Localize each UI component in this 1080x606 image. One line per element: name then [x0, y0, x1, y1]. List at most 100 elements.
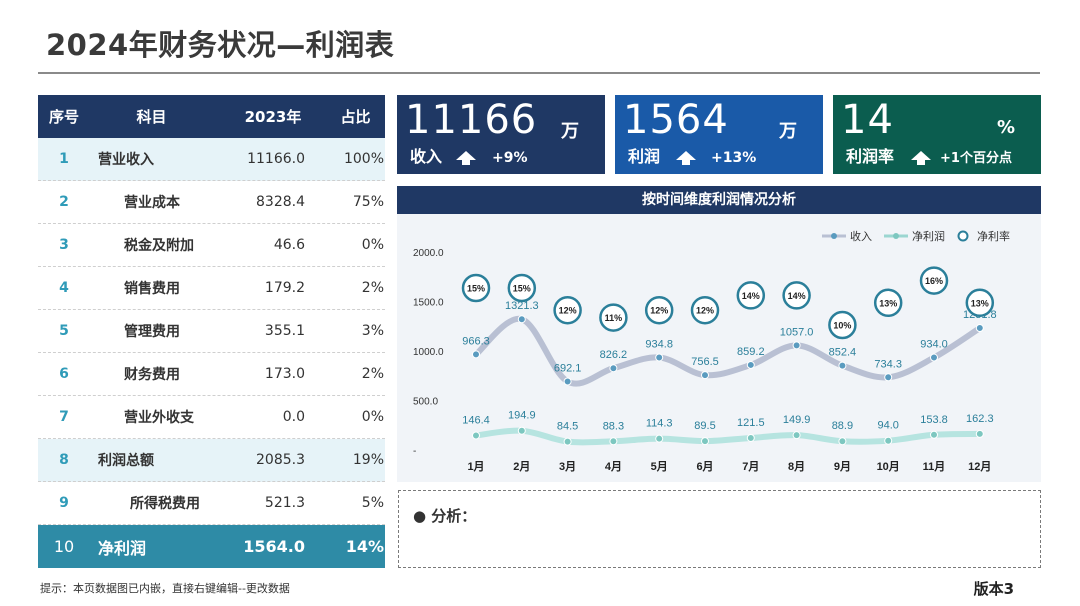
revenue-point [975, 324, 984, 333]
revenue-series-line [473, 316, 983, 387]
kpi-profit-label: 利润 [628, 147, 661, 166]
row-no: 7 [59, 409, 69, 425]
kpi-profit-value: 1564 [623, 97, 729, 143]
net-margin-data-label: 15% [513, 284, 531, 294]
net-profit-point [884, 436, 893, 445]
net-margin-point [507, 273, 537, 303]
row-value: 521.3 [264, 495, 305, 511]
row-pct: 3% [361, 323, 384, 339]
net-profit-data-label: 146.4 [462, 415, 490, 427]
x-tick-label: 8月 [788, 460, 805, 473]
kpi-margin-card: 14 % 利润率 +1个百分点 [833, 95, 1041, 174]
x-tick-label: 3月 [559, 460, 576, 473]
table-row: 8 利润总额 2085.3 19% [38, 439, 385, 482]
kpi-profit-unit: 万 [779, 121, 797, 142]
x-tick-label: 9月 [834, 460, 851, 473]
arrow-up-icon [911, 151, 931, 165]
revenue-data-label: 966.3 [462, 335, 490, 347]
row-item: 管理费用 [124, 324, 180, 340]
row-no: 6 [59, 366, 69, 382]
net-profit-data-label: 162.3 [966, 413, 994, 425]
table-row: 7 营业外收支 0.0 0% [38, 396, 385, 439]
row-value: 11166.0 [247, 151, 305, 167]
row-item: 营业收入 [98, 152, 154, 168]
net-margin-data-label: 14% [788, 291, 806, 301]
arrow-up-icon [456, 151, 476, 165]
net-margin-point [690, 295, 720, 325]
net-profit-data-label: 84.5 [557, 421, 578, 433]
table-body: 1 营业收入 11166.0 100% 2 营业成本 8328.4 75% 3 税金及附加 46.6… [38, 138, 385, 568]
row-pct: 5% [361, 495, 384, 511]
table-header: 序号 科目 2023年 占比 [38, 95, 385, 138]
kpi-margin-unit: % [996, 117, 1015, 138]
net-margin-point [828, 310, 857, 340]
analysis-label: ● 分析： [413, 507, 477, 525]
title-divider [38, 72, 1040, 74]
revenue-data-label: 934.8 [645, 338, 673, 350]
row-item: 销售费用 [124, 281, 180, 297]
page-title: 2024年财务状况—利润表 [46, 28, 395, 62]
net-margin-data-label: 16% [925, 276, 943, 286]
kpi-margin-label: 利润率 [846, 147, 895, 166]
row-value: 173.0 [264, 366, 305, 382]
row-item: 财务费用 [124, 367, 180, 383]
net-profit-data-label: 153.8 [920, 414, 948, 426]
net-profit-data-label: 94.0 [877, 420, 898, 432]
row-value: 2085.3 [256, 452, 305, 468]
revenue-point [838, 361, 847, 370]
table-row: 4 销售费用 179.2 2% [38, 267, 385, 310]
row-value: 1564.0 [243, 537, 305, 556]
row-no: 9 [59, 495, 69, 511]
net-margin-data-label: 14% [742, 291, 760, 301]
revenue-point [701, 371, 709, 380]
net-profit-point [655, 434, 664, 443]
kpi-revenue-value: 11166 [405, 97, 538, 143]
row-no: 4 [59, 280, 69, 296]
row-pct: 14% [345, 537, 384, 556]
row-pct: 0% [361, 409, 384, 425]
net-margin-point [644, 295, 674, 325]
revenue-point [746, 360, 755, 369]
legend-net-margin-label: 净利率 [977, 229, 1010, 243]
row-item: 所得税费用 [130, 496, 200, 512]
kpi-margin-value: 14 [841, 97, 894, 143]
net-profit-point [746, 433, 755, 442]
net-margin-data-label: 10% [833, 321, 851, 331]
row-pct: 100% [343, 151, 384, 167]
version-label: 版本3 [973, 580, 1014, 598]
table-row: 1 营业收入 11166.0 100% [38, 138, 385, 181]
row-value: 8328.4 [256, 194, 305, 210]
analysis-box[interactable]: ● 分析： [398, 490, 1041, 568]
row-no: 5 [59, 323, 69, 339]
x-tick-label: 1月 [467, 460, 484, 473]
kpi-revenue-card: 11166 万 收入 +9% [397, 95, 605, 174]
footnote: 提示：本页数据图已内嵌，直接右键编辑--更改数据 [40, 582, 290, 595]
table-row: 5 管理费用 355.1 3% [38, 310, 385, 353]
x-tick-label: 5月 [651, 460, 668, 473]
net-margin-point [599, 303, 628, 332]
net-profit-point [975, 429, 984, 438]
y-tick-label: 1000.0 [413, 347, 444, 358]
net-margin-point [553, 295, 582, 325]
net-profit-point [563, 437, 572, 446]
header-value: 2023年 [244, 108, 302, 126]
net-margin-data-label: 12% [650, 306, 668, 316]
table-row: 2 营业成本 8328.4 75% [38, 181, 385, 224]
row-value: 46.6 [273, 237, 305, 253]
net-profit-series-line [473, 427, 983, 446]
net-profit-point [792, 431, 801, 440]
chart-title: 按时间维度利润情况分析 [397, 186, 1041, 214]
kpi-revenue-unit: 万 [561, 121, 579, 142]
net-profit-data-label: 89.5 [694, 420, 715, 432]
x-tick-label: 7月 [742, 460, 759, 473]
header-item: 科目 [136, 108, 167, 126]
net-margin-data-label: 12% [696, 306, 714, 316]
arrow-up-icon [676, 151, 696, 165]
legend-net-margin-marker [957, 230, 969, 242]
revenue-data-label: 1321.3 [505, 300, 539, 312]
revenue-data-label: 826.2 [600, 349, 628, 361]
net-profit-point [472, 431, 480, 440]
kpi-profit-change: +13% [711, 150, 757, 166]
revenue-data-label: 692.1 [554, 362, 582, 374]
x-tick-label: 10月 [877, 460, 900, 473]
